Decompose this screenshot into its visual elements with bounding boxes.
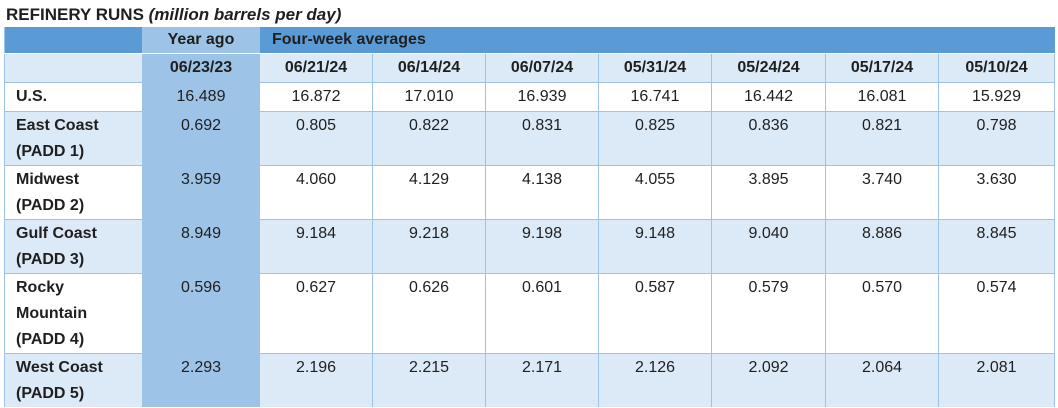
- table-cell: 0.626: [372, 273, 486, 354]
- table-cell: 3.740: [825, 165, 939, 220]
- header-date: 05/24/24: [711, 53, 826, 83]
- table-cell: 2.126: [598, 353, 712, 407]
- table-cell: 16.741: [598, 82, 712, 112]
- header-date: 06/07/24: [485, 53, 599, 83]
- table-cell: 2.064: [825, 353, 939, 407]
- header-row-dates: 06/23/23 06/21/24 06/14/24 06/07/24 05/3…: [4, 53, 1055, 83]
- table-row: Rocky Mountain (PADD 4) 0.596 0.627 0.626 0.…: [4, 273, 1055, 354]
- table-cell: 8.949: [142, 219, 260, 274]
- table-cell: 3.959: [142, 165, 260, 220]
- table-cell: 9.040: [711, 219, 826, 274]
- table-cell: 9.184: [259, 219, 373, 274]
- table-cell: 0.579: [711, 273, 826, 354]
- table-cell: 0.692: [142, 111, 260, 166]
- table-cell: 0.587: [598, 273, 712, 354]
- table-cell: 0.822: [372, 111, 486, 166]
- table-title: REFINERY RUNS (million barrels per day): [6, 3, 341, 27]
- header-year-ago: Year ago: [142, 27, 260, 54]
- table-cell: 16.442: [711, 82, 826, 112]
- header-date-corner: [4, 53, 143, 83]
- table-cell: 4.060: [259, 165, 373, 220]
- table-cell: 0.825: [598, 111, 712, 166]
- table-cell: 0.627: [259, 273, 373, 354]
- table-cell: 9.148: [598, 219, 712, 274]
- table-cell: 0.574: [938, 273, 1055, 354]
- table-cell: 0.805: [259, 111, 373, 166]
- table-cell: 4.055: [598, 165, 712, 220]
- table-cell: 3.895: [711, 165, 826, 220]
- table-cell: 0.601: [485, 273, 599, 354]
- header-date: 06/21/24: [259, 53, 373, 83]
- header-date: 05/31/24: [598, 53, 712, 83]
- header-corner: [4, 27, 143, 54]
- table-cell: 0.821: [825, 111, 939, 166]
- table-cell: 8.886: [825, 219, 939, 274]
- title-main: REFINERY RUNS: [6, 5, 144, 24]
- table-cell: 4.138: [485, 165, 599, 220]
- header-four-week-averages: Four-week averages: [259, 27, 1055, 54]
- row-label: East Coast (PADD 1): [4, 111, 143, 166]
- table-cell: 15.929: [938, 82, 1055, 112]
- table-cell: 17.010: [372, 82, 486, 112]
- table-cell: 0.570: [825, 273, 939, 354]
- title-subtitle: (million barrels per day): [148, 5, 342, 24]
- table-cell: 2.215: [372, 353, 486, 407]
- table-cell: 0.836: [711, 111, 826, 166]
- table-cell: 16.872: [259, 82, 373, 112]
- header-date: 05/17/24: [825, 53, 939, 83]
- refinery-runs-table: Year ago Four-week averages 06/23/23 06/…: [4, 27, 1055, 407]
- table-cell: 16.939: [485, 82, 599, 112]
- row-label: Gulf Coast (PADD 3): [4, 219, 143, 274]
- row-label: Midwest (PADD 2): [4, 165, 143, 220]
- table-cell: 8.845: [938, 219, 1055, 274]
- table-row: Gulf Coast (PADD 3) 8.949 9.184 9.218 9.198 9…: [4, 219, 1055, 274]
- row-label: West Coast (PADD 5): [4, 353, 143, 407]
- row-label: U.S.: [4, 82, 143, 112]
- table-row: U.S. 16.489 16.872 17.010 16.939 16.741 16.442…: [4, 82, 1055, 112]
- table-cell: 0.798: [938, 111, 1055, 166]
- table-cell: 2.092: [711, 353, 826, 407]
- table-row: West Coast (PADD 5) 2.293 2.196 2.215 2.171 2…: [4, 353, 1055, 407]
- table-cell: 16.081: [825, 82, 939, 112]
- table-cell: 9.218: [372, 219, 486, 274]
- row-label: Rocky Mountain (PADD 4): [4, 273, 143, 354]
- table-cell: 3.630: [938, 165, 1055, 220]
- header-date: 06/23/23: [142, 53, 260, 83]
- table-cell: 2.293: [142, 353, 260, 407]
- table-cell: 2.196: [259, 353, 373, 407]
- table-cell: 16.489: [142, 82, 260, 112]
- header-date: 06/14/24: [372, 53, 486, 83]
- table-cell: 2.081: [938, 353, 1055, 407]
- table-cell: 4.129: [372, 165, 486, 220]
- table-cell: 0.596: [142, 273, 260, 354]
- table-row: Midwest (PADD 2) 3.959 4.060 4.129 4.138 4.05…: [4, 165, 1055, 220]
- table-body: U.S. 16.489 16.872 17.010 16.939 16.741 16.442…: [4, 82, 1055, 407]
- table-cell: 9.198: [485, 219, 599, 274]
- header-row-1: Year ago Four-week averages: [4, 27, 1055, 54]
- table-cell: 0.831: [485, 111, 599, 166]
- table-row: East Coast (PADD 1) 0.692 0.805 0.822 0.831 0…: [4, 111, 1055, 166]
- header-date: 05/10/24: [938, 53, 1055, 83]
- table-cell: 2.171: [485, 353, 599, 407]
